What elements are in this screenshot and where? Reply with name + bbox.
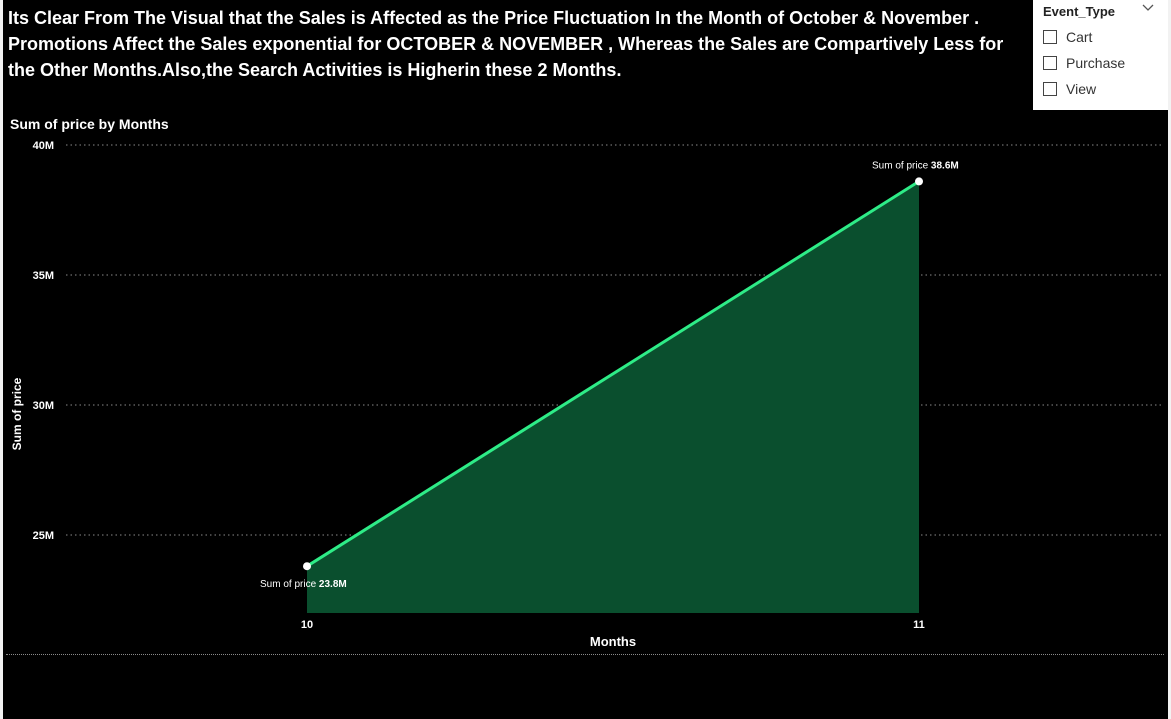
checkbox[interactable] bbox=[1043, 56, 1057, 70]
chevron-down-icon[interactable] bbox=[1142, 3, 1154, 13]
option-label: Cart bbox=[1066, 29, 1093, 45]
checkbox[interactable] bbox=[1043, 30, 1057, 44]
visual-separator bbox=[6, 654, 1164, 655]
checkbox[interactable] bbox=[1043, 82, 1057, 96]
insight-line-1: Its Clear From The Visual that the Sales… bbox=[8, 8, 980, 28]
y-tick-label: 40M bbox=[33, 140, 54, 152]
slicer-title: Event_Type bbox=[1043, 4, 1116, 19]
insight-text: Its Clear From The Visual that the Sales… bbox=[8, 5, 1028, 83]
insight-line-2: Promotions Affect the Sales exponential … bbox=[8, 34, 1004, 80]
option-label: Purchase bbox=[1066, 55, 1126, 71]
series-line bbox=[306, 180, 920, 568]
y-tick-label: 30M bbox=[33, 400, 54, 412]
area-fill bbox=[307, 181, 919, 613]
data-point bbox=[915, 177, 923, 186]
x-axis-title: Months bbox=[590, 634, 636, 649]
slicer-option-cart[interactable]: Cart bbox=[1043, 24, 1158, 50]
y-tick-label: 35M bbox=[33, 270, 54, 282]
data-point bbox=[303, 562, 311, 571]
slicer-option-view[interactable]: View bbox=[1043, 76, 1158, 102]
area-chart: Sum of price by Months Sum of price Mont… bbox=[10, 116, 1164, 649]
left-edge bbox=[0, 0, 3, 719]
option-label: View bbox=[1066, 81, 1097, 97]
slicer-option-purchase[interactable]: Purchase bbox=[1043, 50, 1158, 76]
chart-title: Sum of price by Months bbox=[10, 116, 169, 132]
x-tick-label: 10 bbox=[301, 619, 313, 631]
right-edge bbox=[1168, 0, 1171, 719]
x-tick-label: 11 bbox=[913, 619, 925, 631]
y-tick-label: 25M bbox=[33, 530, 54, 542]
y-axis-title: Sum of price bbox=[10, 377, 24, 450]
data-label: Sum of price 38.6M bbox=[872, 160, 959, 171]
data-label: Sum of price 23.8M bbox=[260, 579, 347, 590]
event-type-slicer: Event_Type Cart Purchase View bbox=[1033, 0, 1168, 110]
